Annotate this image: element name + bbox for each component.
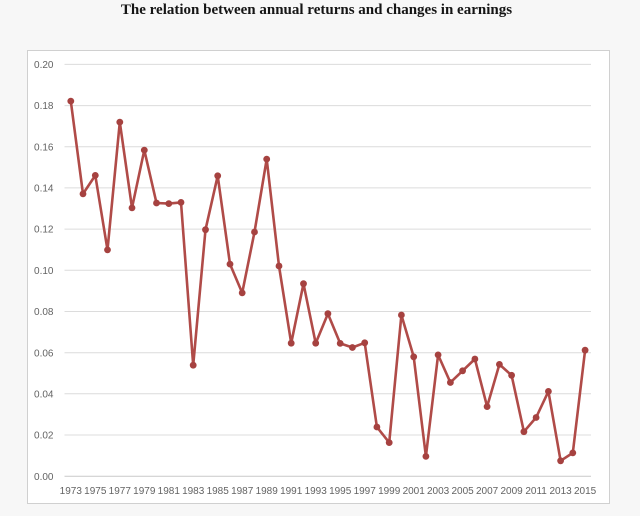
svg-text:0.16: 0.16 [34, 142, 54, 153]
svg-text:2003: 2003 [427, 486, 450, 497]
svg-text:1981: 1981 [158, 486, 181, 497]
svg-text:0.18: 0.18 [34, 101, 54, 112]
svg-text:1975: 1975 [84, 486, 107, 497]
svg-text:2005: 2005 [451, 486, 474, 497]
svg-text:0.20: 0.20 [34, 60, 54, 71]
svg-text:1973: 1973 [60, 486, 83, 497]
svg-text:1985: 1985 [207, 486, 230, 497]
svg-text:2015: 2015 [574, 486, 597, 497]
svg-text:1997: 1997 [354, 486, 377, 497]
svg-text:1989: 1989 [256, 486, 279, 497]
svg-text:1995: 1995 [329, 486, 352, 497]
svg-text:0.02: 0.02 [34, 431, 54, 442]
svg-text:1987: 1987 [231, 486, 254, 497]
svg-text:0.04: 0.04 [34, 389, 54, 400]
svg-text:0.00: 0.00 [34, 472, 54, 483]
svg-text:0.08: 0.08 [34, 307, 54, 318]
svg-text:1991: 1991 [280, 486, 303, 497]
svg-text:1999: 1999 [378, 486, 401, 497]
svg-text:2001: 2001 [403, 486, 426, 497]
svg-text:1993: 1993 [305, 486, 328, 497]
svg-text:0.06: 0.06 [34, 348, 54, 359]
svg-text:0.12: 0.12 [34, 225, 54, 236]
svg-text:0.14: 0.14 [34, 184, 54, 195]
svg-text:2013: 2013 [549, 486, 572, 497]
svg-text:0.10: 0.10 [34, 266, 54, 277]
svg-text:2007: 2007 [476, 486, 499, 497]
svg-text:2011: 2011 [525, 486, 547, 497]
svg-text:2009: 2009 [500, 486, 523, 497]
svg-text:1979: 1979 [133, 486, 156, 497]
svg-text:1983: 1983 [182, 486, 205, 497]
svg-text:1977: 1977 [109, 486, 132, 497]
